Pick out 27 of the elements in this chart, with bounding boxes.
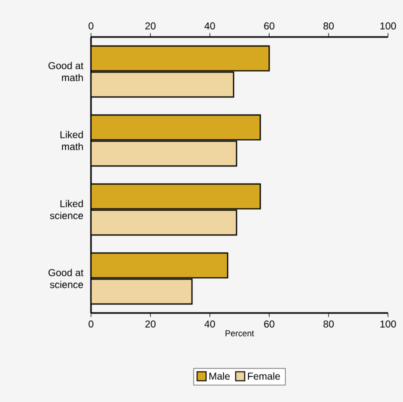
x-axis-title: Percent xyxy=(226,330,254,336)
y-tick-label: Liked math xyxy=(60,130,83,150)
bar xyxy=(91,183,261,210)
y-tick-label: Good at math xyxy=(48,62,84,82)
x2-tick-label: 80 xyxy=(324,22,334,30)
x-tick-label: 100 xyxy=(380,320,396,328)
legend-label: Female xyxy=(248,372,280,380)
x-tick-label: 60 xyxy=(264,320,274,328)
x2-tick-label: 100 xyxy=(380,22,396,30)
bar xyxy=(91,114,261,140)
bar xyxy=(91,140,238,167)
bar xyxy=(91,210,238,236)
x2-tick-label: 20 xyxy=(145,22,156,30)
x-tick-label: 20 xyxy=(145,320,156,328)
legend-label: Male xyxy=(209,372,230,380)
bar xyxy=(91,252,228,278)
x2-tick-label: 40 xyxy=(204,22,215,30)
y-tick-label: Good at science xyxy=(48,268,84,288)
bar xyxy=(91,278,193,305)
bar xyxy=(91,45,270,72)
x-tick-label: 0 xyxy=(88,320,94,328)
x2-tick-label: 0 xyxy=(88,22,94,30)
x-tick-label: 80 xyxy=(324,320,334,328)
y-tick-label: Liked science xyxy=(50,200,84,220)
x2-tick-label: 60 xyxy=(264,22,274,30)
x-tick-label: 40 xyxy=(204,320,215,328)
bar xyxy=(91,72,234,98)
